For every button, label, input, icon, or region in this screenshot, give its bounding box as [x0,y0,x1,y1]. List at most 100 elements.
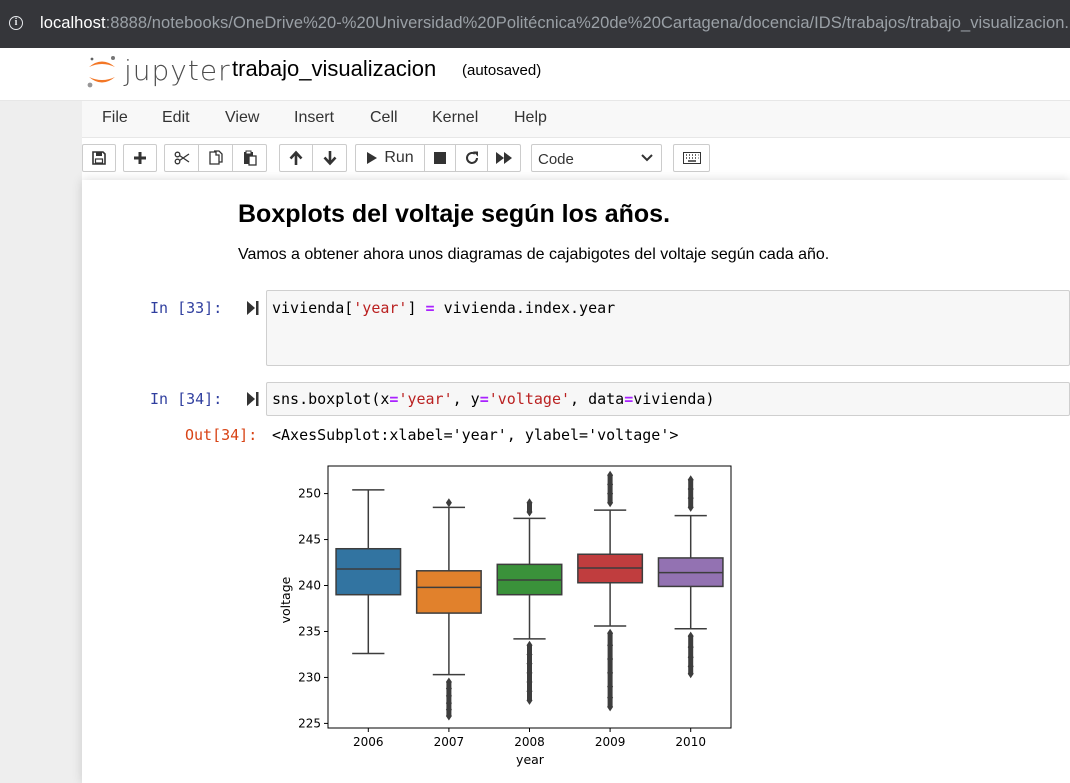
url-path: :8888/notebooks/OneDrive%20-%20Universid… [105,14,1070,32]
box-group-2009 [577,470,644,712]
y-tick-label: 250 [298,487,321,501]
code-token: , data [570,390,625,408]
menu-bar: File Edit View Insert Cell Kernel Help [82,100,1070,138]
code-operator: = [624,390,634,408]
outlier-band [688,636,694,674]
save-status: (autosaved) [462,62,542,79]
outlier-band [688,479,694,508]
y-tick-label: 235 [298,624,321,638]
cell-type-value: Code [538,151,574,168]
code-operator: = [425,299,435,317]
code-string: 'voltage' [488,390,571,408]
outlier-marker [445,498,452,508]
box-group-2010 [657,475,724,679]
run-button[interactable]: Run [355,144,425,172]
restart-button[interactable] [455,144,488,172]
box [335,547,402,596]
left-gutter [0,180,82,783]
code-token: ] [407,299,426,317]
paste-icon [243,150,257,166]
command-palette-button[interactable] [673,144,710,172]
y-tick-label: 225 [298,716,321,730]
copy-icon [208,150,223,165]
menu-insert[interactable]: Insert [294,109,335,126]
notebook-header: jupyter trabajo_visualizacion (autosaved… [0,48,1070,101]
code-token: vivienda) [633,390,715,408]
stop-icon [434,152,446,164]
run-cell-icon[interactable] [247,301,259,315]
box [415,570,482,614]
play-icon [367,152,378,164]
keyboard-icon [682,152,701,164]
move-down-button[interactable] [312,144,347,172]
cell-type-select[interactable]: Code [531,144,662,172]
box-group-2006 [335,489,402,655]
x-tick-label: 2009 [595,735,626,749]
box-group-2008 [496,498,563,705]
x-axis-label: year [516,752,545,767]
x-tick-label: 2007 [434,735,465,749]
menu-file[interactable]: File [102,109,128,126]
jupyter-logo-icon[interactable] [86,54,118,90]
input-prompt: In [33]: [150,299,223,317]
markdown-heading: Boxplots del voltaje según los años. [238,200,671,228]
code-text[interactable]: sns.boxplot(x='year', y='voltage', data=… [272,390,715,408]
run-cell-icon[interactable] [247,392,259,406]
box-group-2007 [415,498,482,721]
x-tick-label: 2006 [353,735,384,749]
outlier-band [446,682,452,717]
outlier-band [607,475,613,503]
x-tick-label: 2008 [514,735,545,749]
menu-kernel[interactable]: Kernel [432,109,479,126]
move-up-button[interactable] [279,144,313,172]
y-tick-label: 230 [298,670,321,684]
fast-forward-icon [496,152,512,164]
menu-edit[interactable]: Edit [162,109,190,126]
copy-button[interactable] [198,144,233,172]
markdown-paragraph: Vamos a obtener ahora unos diagramas de … [238,246,830,263]
run-label: Run [384,149,414,166]
output-prompt: Out[34]: [185,426,258,444]
code-operator: = [479,390,489,408]
browser-address-bar[interactable]: i localhost:8888/notebooks/OneDrive%20-%… [0,0,1070,48]
notebook-name[interactable]: trabajo_visualizacion [232,56,437,81]
output-text: <AxesSubplot:xlabel='year', ylabel='volt… [272,426,679,444]
menu-help[interactable]: Help [514,109,547,126]
y-tick-label: 240 [298,579,321,593]
save-icon [92,151,106,165]
outlier-band [527,502,532,512]
x-tick-label: 2010 [675,735,706,749]
scissors-icon [174,151,189,165]
paste-button[interactable] [232,144,267,172]
save-button[interactable] [82,144,116,172]
interrupt-button[interactable] [424,144,456,172]
toolbar: Run Code [82,138,1070,180]
y-axis-label: voltage [278,576,293,623]
code-token: sns.boxplot(x [272,390,390,408]
chevron-down-icon [641,154,653,162]
cut-button[interactable] [164,144,199,172]
code-token: vivienda.index.year [434,299,616,317]
refresh-icon [465,151,478,164]
arrow-up-icon [289,150,303,165]
url-text[interactable]: localhost:8888/notebooks/OneDrive%20-%20… [40,14,1070,33]
insert-cell-button[interactable] [123,144,157,172]
outlier-band [607,633,613,707]
code-cell[interactable]: sns.boxplot(x='year', y='voltage', data=… [266,382,1070,416]
jupyter-logo-text[interactable]: jupyter [124,54,231,87]
plus-icon [134,152,146,164]
code-operator: = [389,390,399,408]
code-cell[interactable]: vivienda['year'] = vivienda.index.year [266,290,1070,366]
outlier-band [527,645,532,701]
info-icon[interactable]: i [9,16,23,30]
arrow-down-icon [323,151,336,166]
menu-cell[interactable]: Cell [370,109,398,126]
restart-run-all-button[interactable] [487,144,521,172]
menu-view[interactable]: View [225,109,260,126]
code-token: vivienda[ [272,299,354,317]
code-text[interactable]: vivienda['year'] = vivienda.index.year [272,299,615,317]
input-prompt: In [34]: [150,390,223,408]
y-tick-label: 245 [298,533,321,547]
code-string: 'year' [398,390,453,408]
